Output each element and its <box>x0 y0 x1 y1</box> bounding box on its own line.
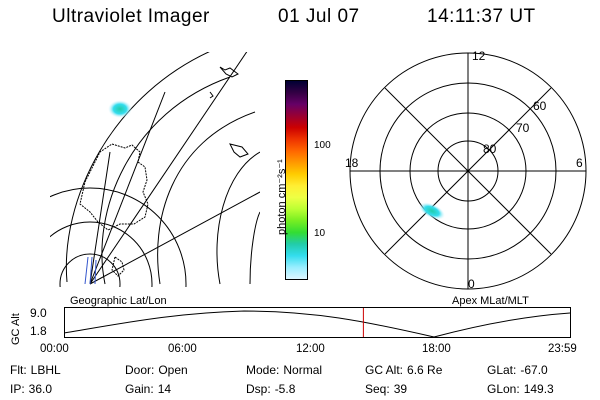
lat-label-80: 80 <box>483 142 497 156</box>
mlt-label-18: 18 <box>345 156 359 170</box>
mlt-label-0: 0 <box>468 277 475 291</box>
mlt-label-6: 6 <box>576 156 583 170</box>
x-tick-0600: 06:00 <box>168 343 197 355</box>
y-tick-9: 9.0 <box>30 306 47 320</box>
geographic-map <box>50 52 260 287</box>
colorbar-tick-10: 10 <box>314 228 326 239</box>
x-tick-1800: 18:00 <box>422 343 451 355</box>
image-time: 14:11:37 UT <box>427 6 536 27</box>
image-date: 01 Jul 07 <box>278 6 360 27</box>
lat-label-60: 60 <box>533 99 547 113</box>
status-glat: GLat: -67.0 <box>487 363 548 377</box>
altitude-timeline <box>64 307 571 338</box>
mlt-label-12: 12 <box>472 49 486 63</box>
x-tick-1200: 12:00 <box>296 343 325 355</box>
colorbar-unit-label: photon cm⁻²s⁻¹ <box>276 159 288 235</box>
status-gc-alt: GC Alt: 6.6 Re <box>365 363 443 377</box>
imager-title: Ultraviolet Imager <box>52 6 210 27</box>
status-mode: Mode: Normal <box>246 363 323 377</box>
y-tick-1-8: 1.8 <box>30 324 47 338</box>
status-ip: IP: 36.0 <box>10 382 53 396</box>
status-dsp: Dsp: -5.8 <box>246 382 296 396</box>
status-glon: GLon: 149.3 <box>487 382 554 396</box>
geographic-caption: Geographic Lat/Lon <box>70 295 167 307</box>
gc-alt-axis-label: GC Alt <box>10 313 22 345</box>
polar-mlt-plot: 12 18 6 0 60 70 80 <box>345 49 587 291</box>
aurora-spot-geo <box>108 100 132 118</box>
aurora-spot-polar <box>418 202 446 220</box>
status-gain: Gain: 14 <box>125 382 172 396</box>
apex-caption: Apex MLat/MLT <box>452 295 529 307</box>
x-tick-2359: 23:59 <box>548 343 577 355</box>
status-flt: Flt: LBHL <box>10 363 61 377</box>
colorbar-tick-100: 100 <box>314 140 331 151</box>
lat-label-70: 70 <box>516 121 530 135</box>
status-seq: Seq: 39 <box>365 382 408 396</box>
x-tick-0000: 00:00 <box>40 343 69 355</box>
status-door: Door: Open <box>125 363 188 377</box>
intensity-colorbar <box>285 80 308 280</box>
